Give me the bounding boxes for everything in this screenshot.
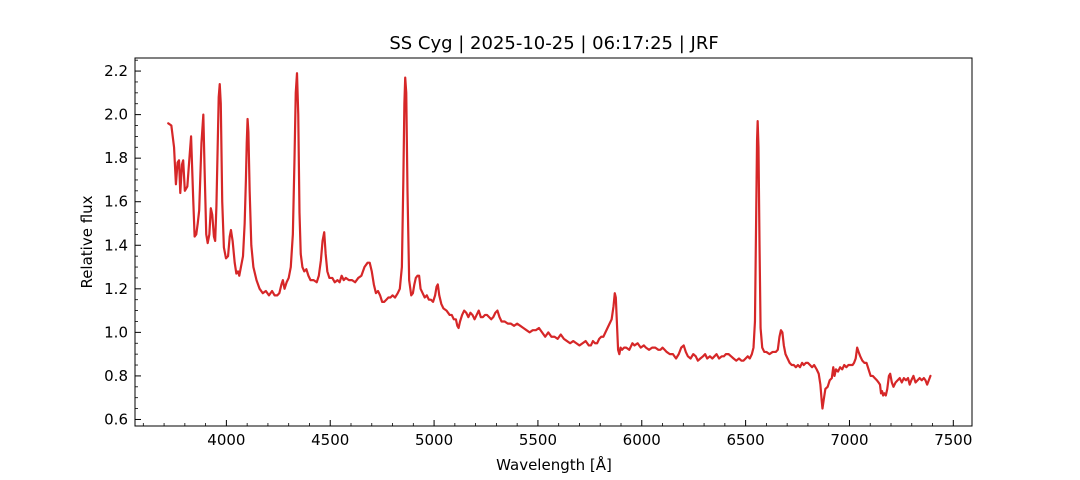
y-tick-label: 1.4: [104, 236, 128, 254]
x-axis-label: Wavelength [Å]: [496, 455, 612, 474]
y-tick-label: 1.8: [104, 149, 128, 167]
y-tick-label: 0.8: [104, 367, 128, 385]
chart-title: SS Cyg | 2025-10-25 | 06:17:25 | JRF: [389, 33, 718, 54]
x-axis: 4000 4500 5000 5500 6000 6500 7000 7500: [142, 420, 972, 449]
plot-area: [167, 72, 932, 410]
x-tick-label: 4000: [207, 431, 245, 449]
x-tick-label: 7500: [934, 431, 972, 449]
y-axis-label: Relative flux: [78, 195, 96, 288]
y-tick-label: 2.2: [104, 62, 128, 80]
plot-frame: [134, 57, 973, 427]
x-tick-label: 5000: [415, 431, 453, 449]
spectrum-line: [167, 72, 932, 410]
y-tick-label: 0.6: [104, 410, 128, 428]
x-tick-label: 5500: [519, 431, 557, 449]
x-tick-label: 6000: [623, 431, 661, 449]
y-tick-label: 1.2: [104, 280, 128, 298]
x-tick-label: 7000: [830, 431, 868, 449]
y-axis: 0.6 0.8 1.0 1.2 1.4 1.6 1.8 2.0 2.2: [104, 59, 141, 428]
y-tick-label: 2.0: [104, 106, 128, 124]
y-tick-label: 1.0: [104, 323, 128, 341]
x-tick-label: 4500: [311, 431, 349, 449]
y-tick-label: 1.6: [104, 193, 128, 211]
x-tick-label: 6500: [727, 431, 765, 449]
